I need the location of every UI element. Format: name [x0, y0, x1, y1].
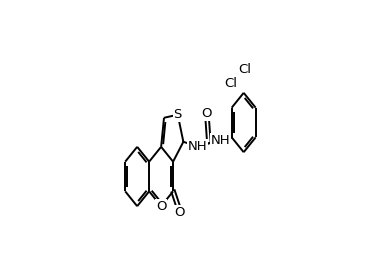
Text: Cl: Cl: [238, 63, 251, 76]
Text: O: O: [156, 200, 166, 213]
Text: O: O: [175, 206, 185, 219]
Text: NH: NH: [211, 134, 230, 147]
Text: S: S: [174, 108, 182, 121]
Text: O: O: [202, 107, 212, 120]
Text: Cl: Cl: [224, 78, 237, 90]
Text: NH: NH: [187, 140, 207, 153]
